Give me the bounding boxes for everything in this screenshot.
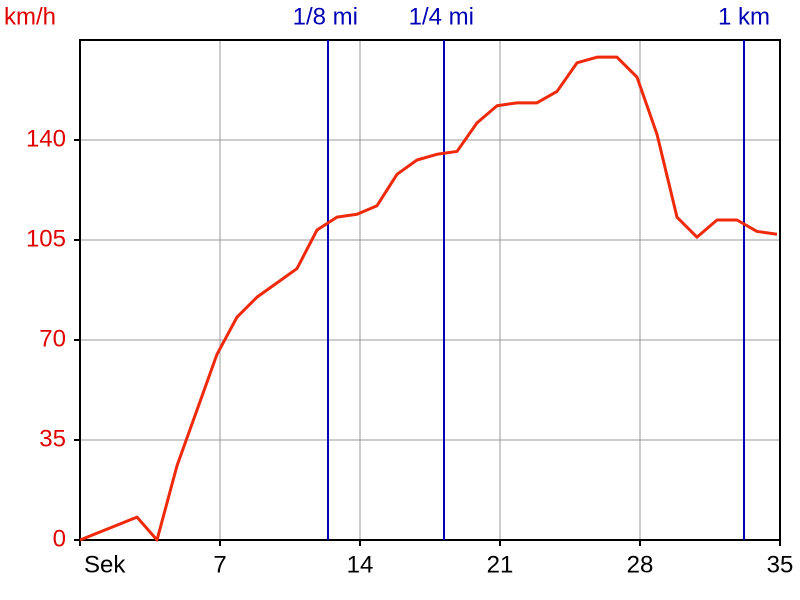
y-tick-label: 140 [26,125,66,152]
distance-marker-label: 1/4 mi [409,3,474,30]
x-tick-label: 35 [767,551,794,578]
y-tick-label: 35 [39,425,66,452]
x-tick-label: 28 [627,551,654,578]
y-tick-label: 105 [26,225,66,252]
x-tick-label: 7 [213,551,226,578]
x-tick-label: Sek [84,551,126,578]
x-tick-label: 14 [347,551,374,578]
distance-marker-label: 1/8 mi [293,3,358,30]
speed-line [79,55,778,542]
y-axis-label: km/h [4,3,56,30]
distance-marker-label: 1 km [718,3,770,30]
y-tick-label: 70 [39,325,66,352]
y-tick-label: 0 [53,525,66,552]
plot-frame [79,39,781,541]
x-tick-label: 21 [487,551,514,578]
